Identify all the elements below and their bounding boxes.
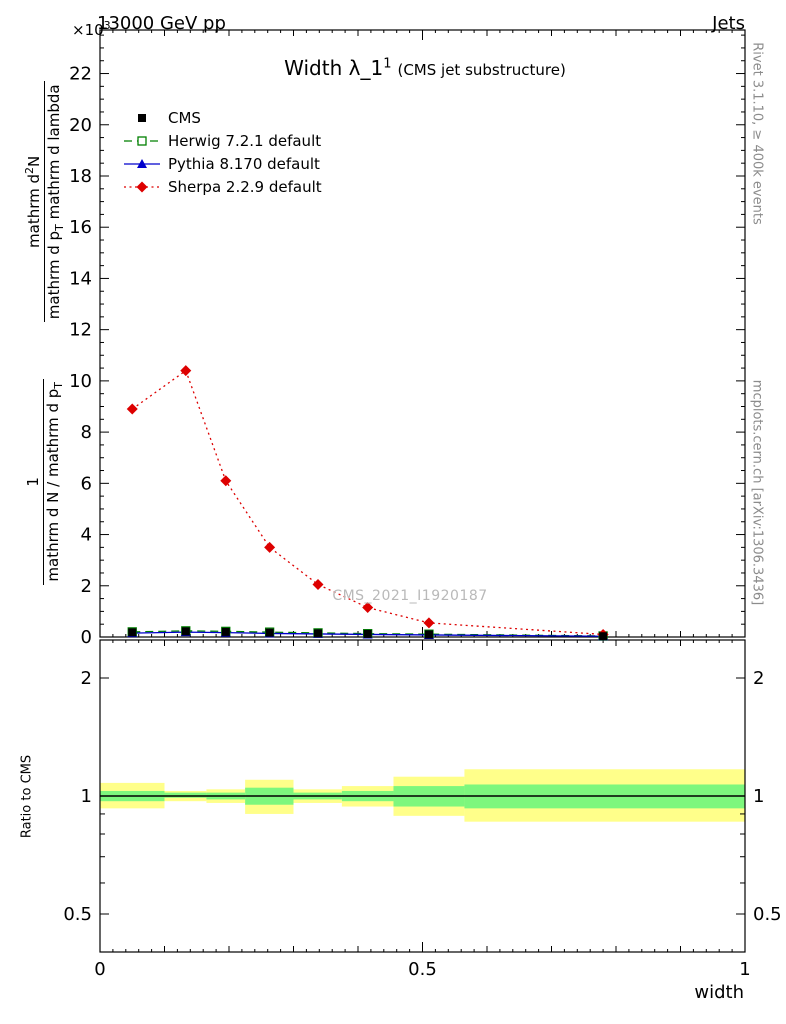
y-axis-fraction-2: mathrm d2N mathrm d pT mathrm d lambda [23,81,67,323]
num-text: mathrm d [25,173,44,248]
main-y-tick-label: 22 [69,64,92,85]
data-marker [599,632,608,641]
num-superscript: 2 [23,166,37,174]
plot-title-superscript: 1 [383,56,392,72]
fraction-numerator: mathrm d2N [23,81,45,323]
series-markers-sherpa-2-2-9-default [126,365,609,640]
plot-title: Width λ_11 (CMS jet substructure) [125,56,725,80]
y-axis-label: 1 mathrm d N / mathrm d pT mathrm d2N ma… [21,53,69,613]
series-line-pythia-8-170-default [132,631,604,637]
x-tick-label: 0 [94,959,105,980]
y-axis-fraction-1: 1 mathrm d N / mathrm d pT [24,379,66,585]
legend-item-pythia: Pythia 8.170 default [122,152,322,175]
ratio-y-tick-label-left: 2 [81,668,92,689]
den-subscript: T [52,382,65,389]
main-y-tick-label: 10 [69,371,92,392]
y-scale-multiplier: ×103 [72,19,111,39]
main-y-tick-label: 8 [81,422,92,443]
watermark: CMS_2021_I1920187 [332,588,488,604]
plot-title-main: Width λ_1 [284,56,384,80]
herwig-marker-icon [124,135,160,146]
main-y-tick-label: 14 [69,268,92,289]
fraction-denominator: mathrm d pT mathrm d lambda [45,81,67,322]
data-marker [181,627,190,636]
main-y-tick-label: 2 [81,576,92,597]
ratio-axis-label: Ratio to CMS [19,754,35,839]
x-tick-label: 1 [739,959,750,980]
legend-item-cms: CMS [122,106,322,129]
scale-exponent: 3 [103,19,111,32]
ratio-y-tick-label-left: 0.5 [63,904,92,925]
main-y-tick-label: 4 [81,525,92,546]
data-marker [220,475,232,487]
den-subscript: T [53,224,66,231]
fraction-numerator: 1 [24,379,44,585]
beam-energy-label: 13000 GeV pp [97,13,226,34]
data-series [126,365,609,641]
ratio-y-tick-label-right: 1 [753,786,764,807]
den-text: mathrm d p [45,230,63,320]
series-line-sherpa-2-2-9-default [131,369,604,636]
series-line-herwig-7-2-1-default [132,630,604,637]
data-marker [264,541,276,553]
data-marker [363,629,372,638]
data-marker [128,628,137,637]
x-tick-label: 0.5 [408,959,437,980]
ratio-y-tick-label-right: 0.5 [753,904,782,925]
legend-label: Pythia 8.170 default [168,154,320,173]
main-y-tick-label: 6 [81,473,92,494]
ratio-y-tick-label-right: 2 [753,668,764,689]
data-marker [180,365,192,377]
legend-label: CMS [168,108,201,127]
main-y-tick-label: 20 [69,115,92,136]
data-marker [362,602,374,614]
data-marker [312,578,324,590]
plot-title-subtitle: (CMS jet substructure) [397,61,566,79]
scale-base: ×10 [72,21,104,39]
main-y-tick-label: 12 [69,320,92,341]
data-marker [314,629,323,638]
series-markers-cms [128,627,608,641]
legend-label: Sherpa 2.2.9 default [168,177,322,196]
data-marker [423,617,435,629]
data-marker [126,403,138,415]
main-y-tick-label: 16 [69,217,92,238]
legend: CMS Herwig 7.2.1 default Pythia 8.170 de… [122,106,322,198]
fraction-denominator: mathrm d N / mathrm d pT [44,379,66,585]
data-marker [265,628,274,637]
mcplots-reference-note: mcplots.cern.ch [arXiv:1306.3436] [749,379,765,606]
data-marker [424,630,433,639]
main-y-tick-label: 18 [69,166,92,187]
legend-item-sherpa: Sherpa 2.2.9 default [122,175,322,198]
analysis-category-label: Jets [712,13,745,34]
sherpa-marker-icon [124,181,160,192]
den-text: mathrm d N / mathrm d p [44,388,62,582]
data-marker [221,627,230,636]
legend-label: Herwig 7.2.1 default [168,131,322,150]
ratio-band-inner [164,792,207,798]
ratio-y-tick-label-left: 1 [81,786,92,807]
rivet-version-note: Rivet 3.1.10, ≥ 400k events [749,42,765,225]
x-axis-label: width [694,982,744,1003]
legend-item-herwig: Herwig 7.2.1 default [122,129,322,152]
main-y-tick-label: 0 [81,627,92,648]
den-text: mathrm d lambda [45,84,63,225]
num-text: N [25,155,44,167]
axis-ticks [99,30,746,952]
pythia-marker-icon [124,158,160,168]
cms-marker-icon [138,113,146,122]
